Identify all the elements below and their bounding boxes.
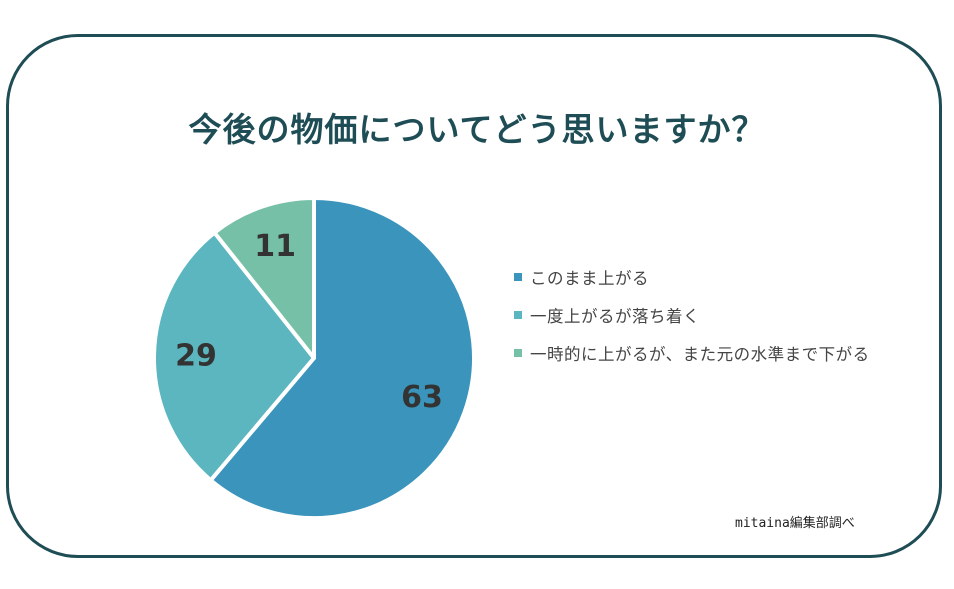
legend-item: このまま上がる	[514, 258, 870, 296]
pie-slice-0	[208, 196, 476, 520]
source-note: mitaina編集部調べ	[735, 516, 855, 531]
legend-item: 一度上がるが落ち着く	[514, 296, 870, 334]
slice-value-label: 63	[401, 380, 443, 415]
slice-value-label: 11	[254, 229, 296, 264]
legend-label: このまま上がる	[530, 269, 649, 288]
legend-swatch	[514, 349, 522, 357]
legend-label: 一時的に上がるが、また元の水準まで下がる	[530, 345, 870, 364]
slice-value-label: 29	[175, 339, 217, 374]
legend-swatch	[514, 311, 522, 319]
pie-slice-2	[212, 196, 316, 360]
legend-item: 一時的に上がるが、また元の水準まで下がる	[514, 334, 870, 372]
pie-slice-1	[152, 230, 316, 483]
card-frame	[6, 34, 942, 558]
legend-swatch	[514, 273, 522, 281]
chart-title: 今後の物価についてどう思いますか？	[188, 110, 766, 149]
legend: このまま上がる 一度上がるが落ち着く 一時的に上がるが、また元の水準まで下がる	[514, 258, 870, 372]
legend-label: 一度上がるが落ち着く	[530, 307, 700, 326]
